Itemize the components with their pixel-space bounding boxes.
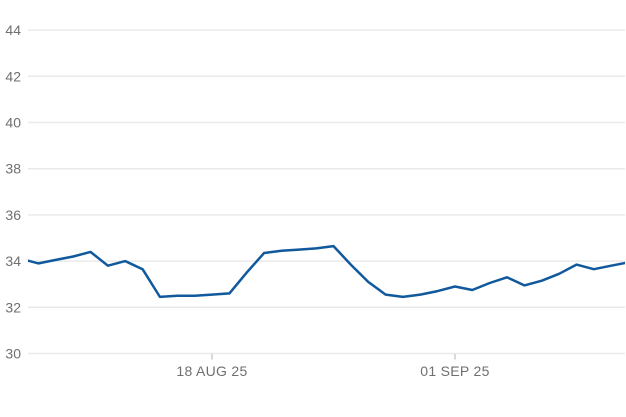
y-axis-label: 32: [5, 299, 21, 315]
y-axis-label: 38: [5, 161, 21, 177]
x-axis-label: 18 AUG 25: [176, 363, 247, 379]
y-axis-label: 36: [5, 207, 21, 223]
x-axis-label: 01 SEP 25: [420, 363, 489, 379]
y-axis-label: 34: [5, 253, 21, 269]
y-axis-label: 40: [5, 115, 21, 131]
price-line: [28, 244, 625, 299]
y-axis-label: 30: [5, 346, 21, 362]
y-axis-label: 42: [5, 68, 21, 84]
y-axis-label: 44: [5, 22, 21, 38]
